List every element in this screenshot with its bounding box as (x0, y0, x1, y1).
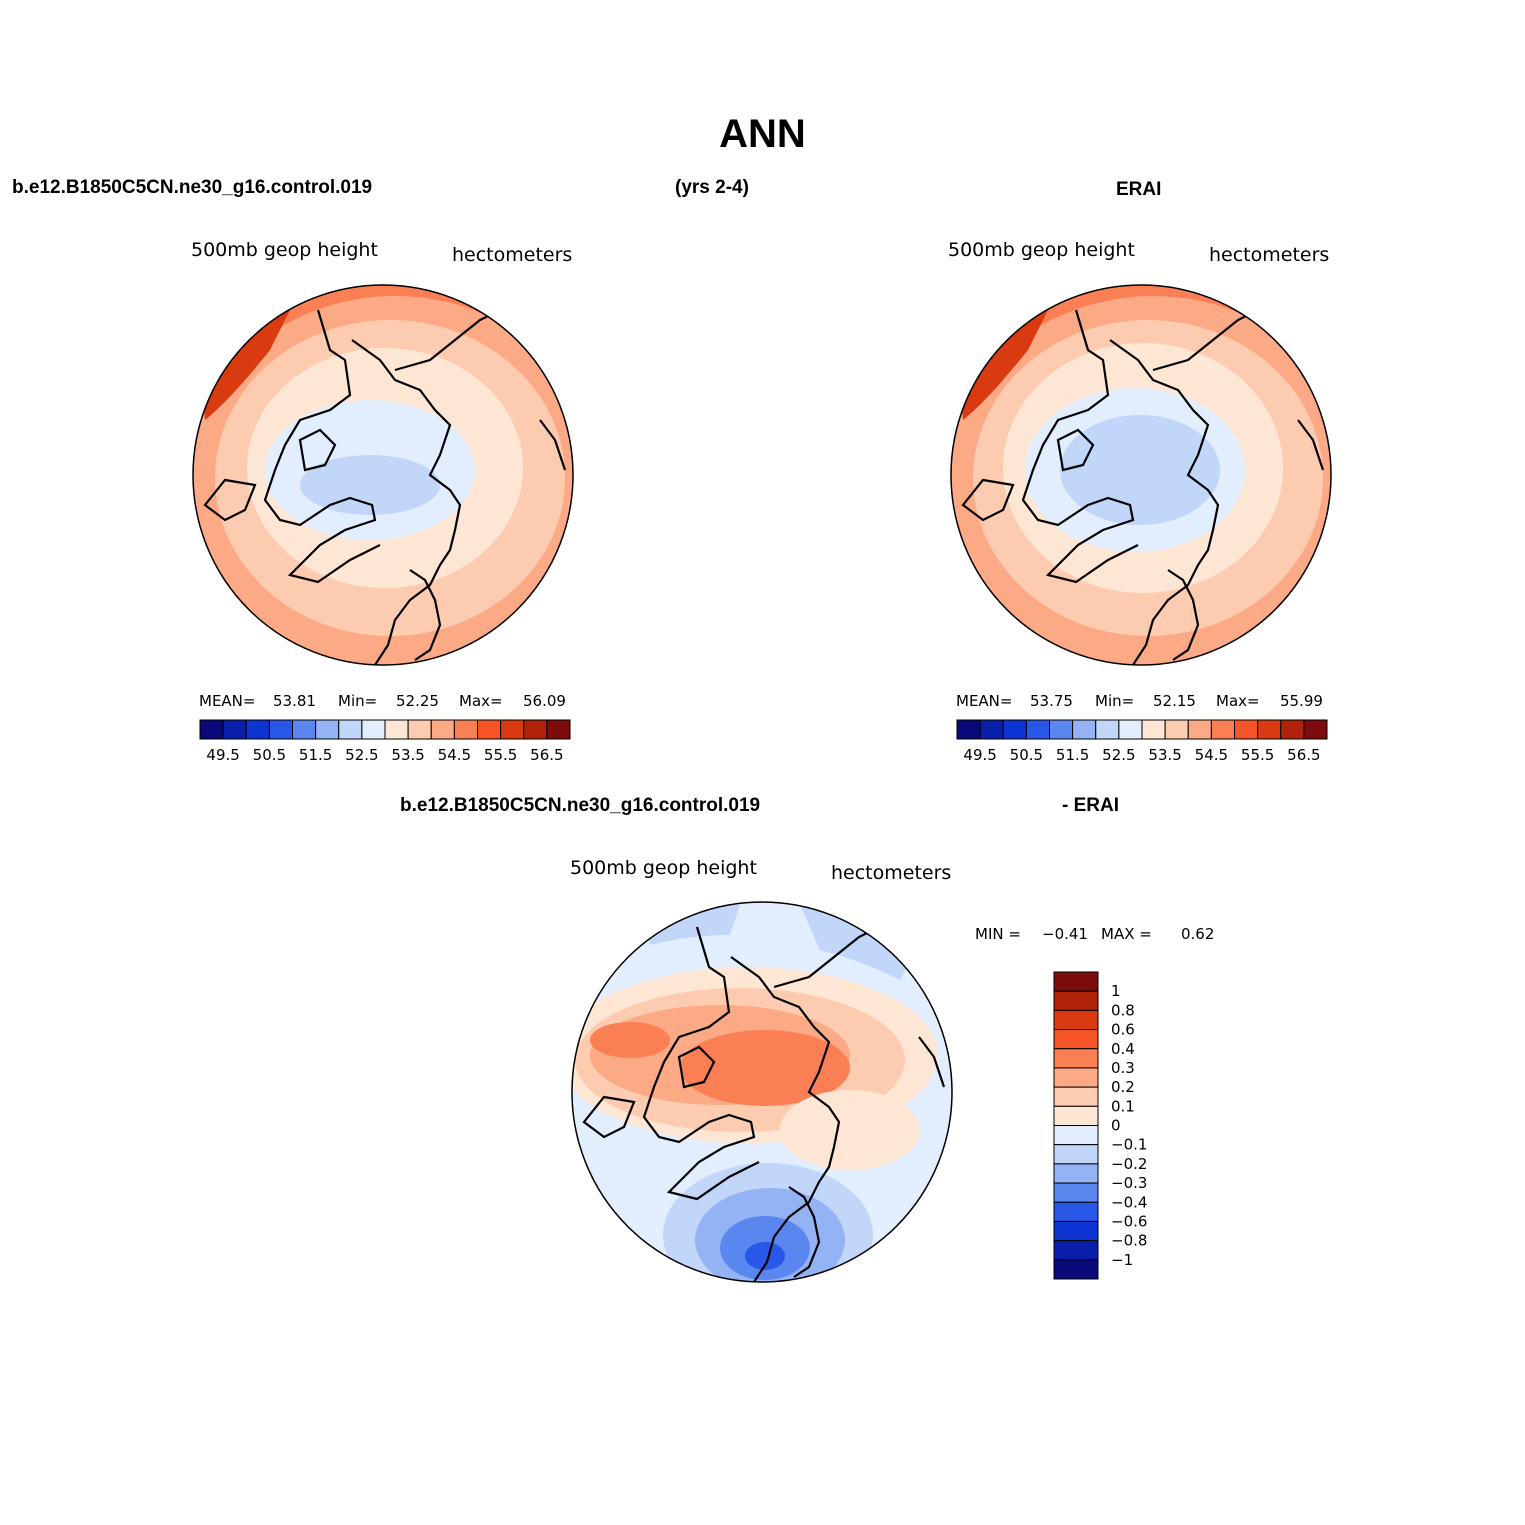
colorbar-tick-label: 0.1 (1111, 1097, 1135, 1115)
panel2-min-label: Min= (1095, 692, 1135, 710)
colorbar-tick-label: −0.4 (1111, 1193, 1147, 1211)
difference-colorbar: 10.8 0.60.40.30.20.1 0−0.1−0.2−0.3−0.4−0.6… (1053, 971, 1147, 1280)
colorbar-swatch (1053, 1067, 1099, 1088)
colorbar-tick-label: 54.5 (438, 746, 471, 764)
diff-max: 0.62 (1181, 925, 1215, 943)
panel1-max-label: Max= (459, 692, 503, 710)
panel1-mean-label: MEAN= (199, 692, 256, 710)
diff-units: hectometers (831, 862, 952, 884)
reference-coastlines (961, 309, 1325, 665)
panel1-min-label: Min= (338, 692, 378, 710)
colorbar-tick-label: 52.5 (1102, 746, 1135, 764)
panel2-min: 52.15 (1153, 692, 1196, 710)
colorbar-swatch (1053, 971, 1099, 992)
colorbar-swatch (1053, 1144, 1099, 1165)
colorbar-tick-label: 52.5 (345, 746, 378, 764)
colorbar-swatch (1053, 1009, 1099, 1031)
colorbar-tick-label: 53.5 (1148, 746, 1181, 764)
colorbar-tick-label: 51.5 (1056, 746, 1089, 764)
model-coastlines (203, 309, 567, 665)
colorbar-swatch (1303, 719, 1328, 740)
colorbar-tick-label: 55.5 (1241, 746, 1274, 764)
colorbar-swatch (1053, 1029, 1099, 1050)
panel2-mean: 53.75 (1030, 692, 1073, 710)
colorbar-swatch (1053, 1125, 1099, 1146)
colorbar-tick-label: 53.5 (391, 746, 424, 764)
colorbar-tick-label: 56.5 (530, 746, 563, 764)
model-colorbar: 49.5 50.5 51.5 52.5 53.5 54.5 55.5 56.5 (199, 719, 571, 764)
colorbar-tick-label: 50.5 (1010, 746, 1043, 764)
diff-min: −0.41 (1042, 925, 1088, 943)
panel1-min: 52.25 (396, 692, 439, 710)
colorbar-tick-label: −0.2 (1111, 1155, 1147, 1173)
colorbar-swatch (1053, 1048, 1099, 1069)
reference-label: ERAI (1116, 179, 1162, 200)
diff-title-right: - ERAI (1062, 795, 1119, 816)
colorbar-tick-label: 1 (1111, 982, 1121, 1000)
difference-coastlines (582, 926, 946, 1282)
main-title: ANN (719, 112, 806, 156)
colorbar-swatch (1053, 1163, 1099, 1184)
panel2-max: 55.99 (1280, 692, 1323, 710)
colorbar-tick-label: 56.5 (1287, 746, 1320, 764)
diff-title-left: b.e12.B1850C5CN.ne30_g16.control.019 (400, 795, 761, 816)
colorbar-swatch (1053, 1086, 1099, 1107)
panel1-units: hectometers (452, 244, 573, 266)
colorbar-tick-label: 0.6 (1111, 1021, 1135, 1039)
colorbar-swatch (1053, 1259, 1099, 1280)
panel2-variable: 500mb geop height (948, 239, 1135, 261)
colorbar-tick-label: 0 (1111, 1117, 1121, 1135)
colorbar-swatch (1053, 1182, 1099, 1203)
diff-min-label: MIN = (975, 925, 1021, 943)
panel1-mean: 53.81 (273, 692, 316, 710)
colorbar-tick-label: −1 (1111, 1251, 1133, 1269)
colorbar-swatch (546, 719, 571, 740)
diff-variable: 500mb geop height (570, 857, 757, 879)
colorbar-swatch (1053, 1201, 1099, 1222)
colorbar-tick-label: 0.3 (1111, 1059, 1135, 1077)
colorbar-swatch (1053, 1105, 1099, 1126)
panel1-variable: 500mb geop height (191, 239, 378, 261)
colorbar-tick-label: −0.1 (1111, 1136, 1147, 1154)
colorbar-tick-label: 49.5 (206, 746, 239, 764)
colorbar-tick-label: 51.5 (299, 746, 332, 764)
colorbar-tick-label: 55.5 (484, 746, 517, 764)
colorbar-tick-label: −0.8 (1111, 1232, 1147, 1250)
colorbar-tick-label: 54.5 (1195, 746, 1228, 764)
years-label: (yrs 2-4) (675, 177, 749, 198)
colorbar-swatch (1053, 1220, 1099, 1242)
reference-colorbar: 49.5 50.5 51.5 52.5 53.5 54.5 55.5 56.5 (956, 719, 1328, 764)
panel2-max-label: Max= (1216, 692, 1260, 710)
colorbar-tick-label: 50.5 (253, 746, 286, 764)
panel1-max: 56.09 (523, 692, 566, 710)
colorbar-tick-label: 49.5 (963, 746, 996, 764)
colorbar-tick-label: 0.8 (1111, 1001, 1135, 1019)
colorbar-tick-label: −0.3 (1111, 1174, 1147, 1192)
panel2-mean-label: MEAN= (956, 692, 1013, 710)
colorbar-swatch (1053, 990, 1099, 1011)
case-name: b.e12.B1850C5CN.ne30_g16.control.019 (12, 177, 373, 198)
colorbar-tick-label: 0.4 (1111, 1040, 1135, 1058)
colorbar-tick-label: 0.2 (1111, 1078, 1135, 1096)
colorbar-tick-label: −0.6 (1111, 1212, 1147, 1230)
diff-max-label: MAX = (1101, 925, 1152, 943)
colorbar-swatch (1053, 1240, 1099, 1261)
panel2-units: hectometers (1209, 244, 1330, 266)
